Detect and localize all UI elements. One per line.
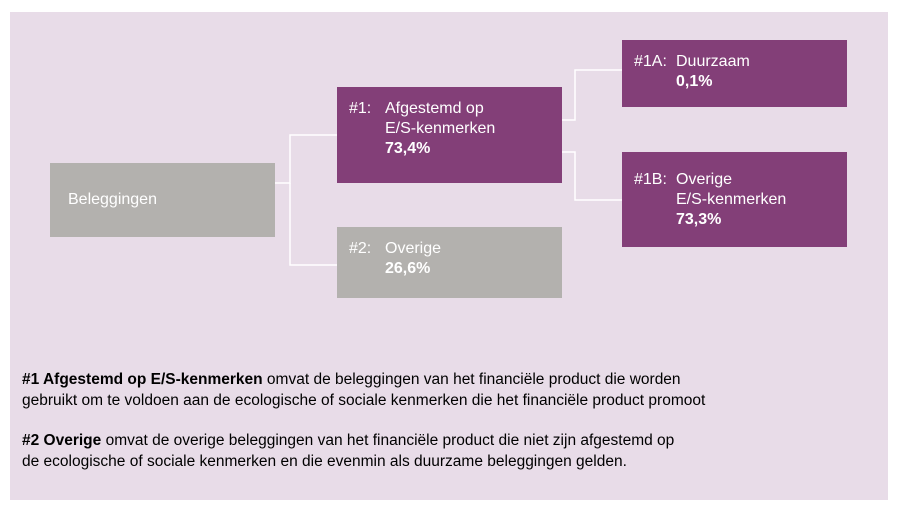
node-2: #2: Overige 26,6%: [337, 227, 562, 298]
node-line: E/S-kenmerken: [676, 191, 787, 208]
connector: [562, 69, 622, 121]
node-1b: #1B: Overige E/S-kenmerken 73,3%: [622, 152, 847, 247]
node-id: #1:: [349, 100, 372, 117]
node-id: #2:: [349, 240, 372, 257]
node-line: Overige: [385, 240, 442, 257]
node-1: #1: Afgestemd op E/S-kenmerken 73,4%: [337, 87, 562, 183]
node-1a: #1A: Duurzaam 0,1%: [622, 40, 847, 107]
panel: Beleggingen #1: Afgestemd op E/S-kenmerk…: [10, 12, 888, 500]
node-id: #1B:: [634, 171, 667, 188]
connector: [562, 151, 622, 201]
note: #1 Afgestemd op E/S-kenmerken omvat de b…: [22, 369, 705, 411]
node-value: 73,4%: [385, 140, 431, 157]
note-text: gebruikt om te voldoen aan de ecologisch…: [22, 392, 706, 409]
note-bold: #2 Overige: [22, 432, 102, 449]
node-id: #1A:: [634, 53, 667, 70]
connectors: [275, 69, 622, 266]
note: #2 Overige omvat de overige beleggingen …: [22, 430, 674, 472]
node-line: Overige: [676, 171, 733, 188]
node-value: 26,6%: [385, 260, 431, 277]
connector: [289, 183, 337, 266]
node-line: Duurzaam: [676, 53, 750, 70]
node-line: E/S-kenmerken: [385, 120, 496, 137]
node-label: Beleggingen: [68, 191, 157, 208]
node-line: Afgestemd op: [385, 100, 484, 117]
node-value: 0,1%: [676, 73, 713, 90]
node-value: 73,3%: [676, 211, 722, 228]
note-bold: #1 Afgestemd op E/S-kenmerken: [22, 371, 263, 388]
node-beleggingen: Beleggingen: [50, 163, 275, 237]
note-text: omvat de overige beleggingen van het fin…: [101, 432, 675, 449]
note-text: de ecologische of sociale kenmerken en d…: [22, 453, 627, 470]
note-text: omvat de beleggingen van het financiële …: [262, 371, 681, 388]
connector: [275, 134, 337, 184]
